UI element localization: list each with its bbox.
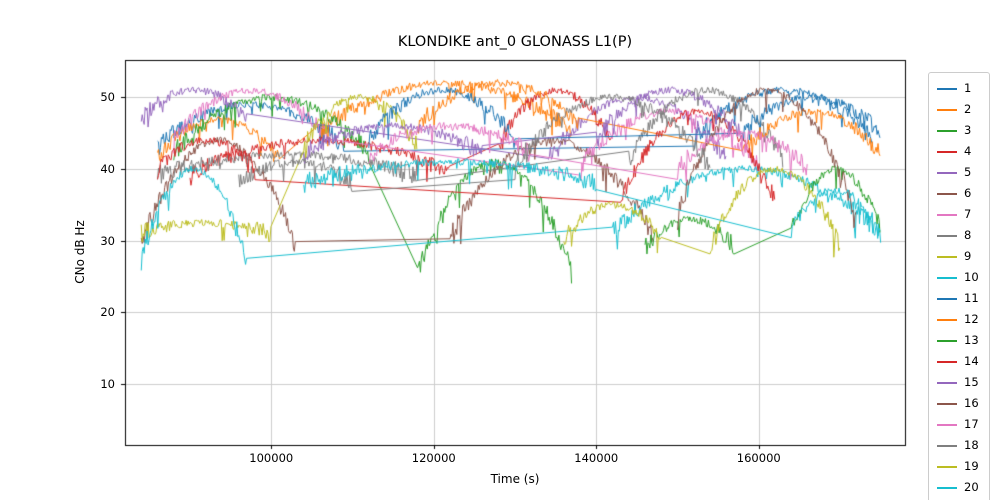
- legend-line-sample: [937, 423, 957, 426]
- legend-line-sample: [937, 402, 957, 405]
- legend-label: 7: [964, 206, 972, 221]
- legend-item: 15: [937, 372, 983, 393]
- legend-line-sample: [937, 234, 957, 237]
- legend-item: 14: [937, 351, 983, 372]
- legend-item: 20: [937, 477, 983, 498]
- legend-item: 8: [937, 225, 983, 246]
- y-tick-label: 20: [100, 305, 115, 320]
- y-tick-label: 50: [100, 90, 115, 105]
- legend-line-sample: [937, 108, 957, 111]
- legend-item: 4: [937, 141, 983, 162]
- x-tick-label: 120000: [411, 451, 456, 465]
- y-tick-label: 40: [100, 161, 115, 176]
- legend-label: 15: [964, 374, 979, 389]
- legend-line-sample: [937, 150, 957, 153]
- legend-item: 6: [937, 183, 983, 204]
- legend-label: 13: [964, 332, 979, 347]
- legend-label: 19: [964, 458, 979, 473]
- legend-item: 12: [937, 309, 983, 330]
- y-tick-label: 30: [100, 233, 115, 248]
- legend-label: 2: [964, 101, 972, 116]
- legend-line-sample: [937, 318, 957, 321]
- legend-item: 17: [937, 414, 983, 435]
- legend-item: 1: [937, 78, 983, 99]
- legend-label: 14: [964, 353, 979, 368]
- x-axis-label: Time (s): [490, 472, 540, 486]
- legend-label: 4: [964, 143, 972, 158]
- legend-item: 5: [937, 162, 983, 183]
- legend-line-sample: [937, 255, 957, 258]
- legend-line-sample: [937, 444, 957, 447]
- legend-item: 19: [937, 456, 983, 477]
- legend-item: 16: [937, 393, 983, 414]
- legend-line-sample: [937, 297, 957, 300]
- legend-label: 16: [964, 395, 979, 410]
- legend-line-sample: [937, 486, 957, 489]
- legend-label: 20: [964, 479, 979, 494]
- x-tick-label: 160000: [736, 451, 781, 465]
- legend-item: 13: [937, 330, 983, 351]
- chart-title: KLONDIKE ant_0 GLONASS L1(P): [397, 34, 633, 50]
- legend-label: 8: [964, 227, 972, 242]
- x-tick-label: 140000: [574, 451, 619, 465]
- legend-line-sample: [937, 276, 957, 279]
- legend-line-sample: [937, 360, 957, 363]
- legend-line-sample: [937, 213, 957, 216]
- legend-line-sample: [937, 171, 957, 174]
- legend-label: 10: [964, 269, 979, 284]
- legend-item: 10: [937, 267, 983, 288]
- legend-label: 3: [964, 122, 972, 137]
- legend-label: 12: [964, 311, 979, 326]
- legend-item: 2: [937, 99, 983, 120]
- legend-item: 3: [937, 120, 983, 141]
- legend-label: 11: [964, 290, 979, 305]
- legend-item: 7: [937, 204, 983, 225]
- legend-item: 11: [937, 288, 983, 309]
- legend-label: 6: [964, 185, 972, 200]
- legend-label: 5: [964, 164, 972, 179]
- legend-label: 18: [964, 437, 979, 452]
- legend-item: 18: [937, 435, 983, 456]
- legend-line-sample: [937, 129, 957, 132]
- y-tick-label: 10: [100, 377, 115, 392]
- legend-label: 9: [964, 248, 972, 263]
- legend-line-sample: [937, 465, 957, 468]
- legend-line-sample: [937, 87, 957, 90]
- legend: 1 2 3 4 5 6 7 8 9 10 11 12 13 14 15 16 17 18 19 20: [928, 72, 990, 500]
- legend-line-sample: [937, 381, 957, 384]
- legend-line-sample: [937, 192, 957, 195]
- legend-item: 9: [937, 246, 983, 267]
- legend-line-sample: [937, 339, 957, 342]
- legend-label: 1: [964, 80, 972, 95]
- legend-label: 17: [964, 416, 979, 431]
- x-tick-label: 100000: [249, 451, 294, 465]
- y-axis-label: CNo dB Hz: [73, 220, 87, 284]
